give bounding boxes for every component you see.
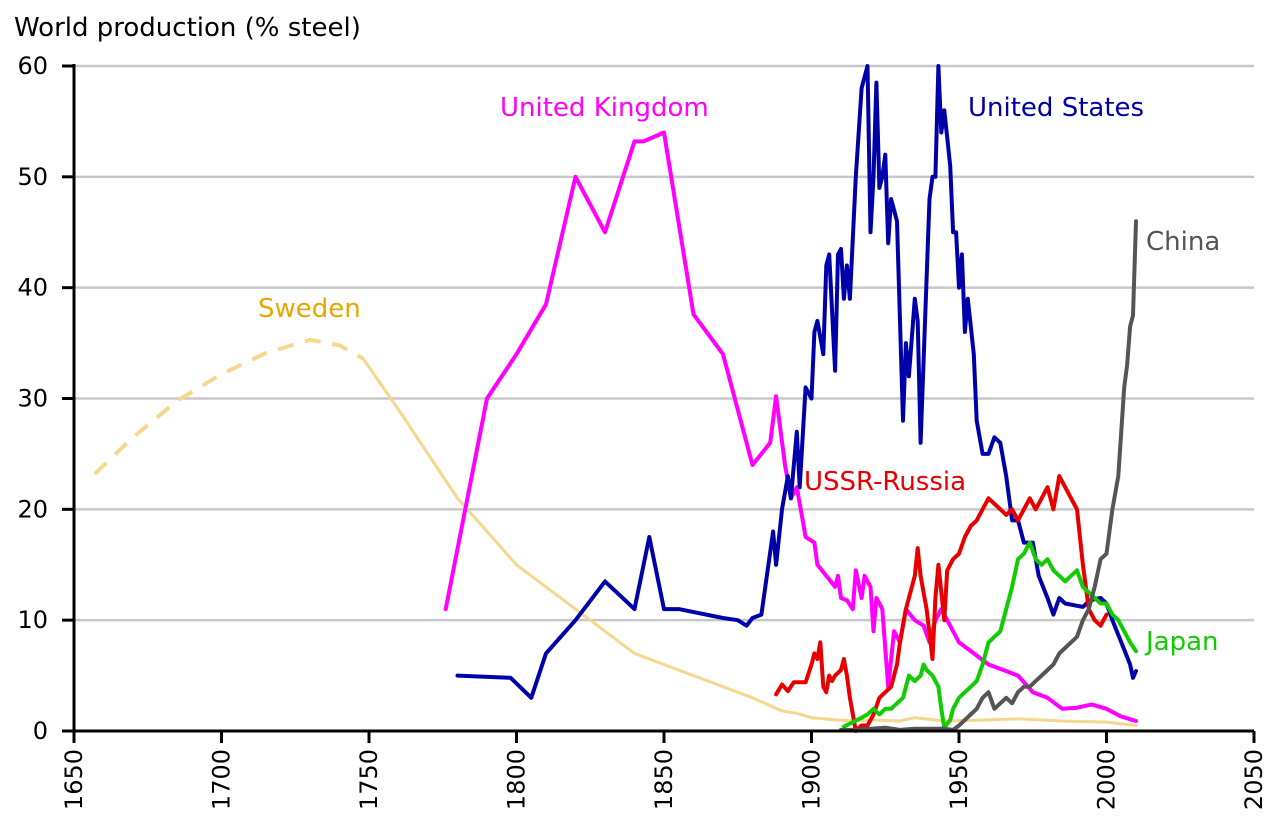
series-labels: Sweden United Kingdom United States USSR-Ru… bbox=[258, 93, 1220, 657]
series-line-china bbox=[839, 219, 1138, 732]
y-tick-label-50: 50 bbox=[17, 163, 48, 191]
x-tick-label-2050: 2050 bbox=[1240, 749, 1268, 810]
y-tick-label-60: 60 bbox=[17, 52, 48, 80]
series-sweden bbox=[93, 337, 1138, 727]
y-axis-title: World production (% steel) bbox=[14, 13, 361, 43]
series-united-states bbox=[455, 64, 1138, 700]
series-label-sweden: Sweden bbox=[258, 294, 361, 324]
y-tick-label-40: 40 bbox=[17, 274, 48, 302]
series-china bbox=[839, 219, 1138, 732]
x-tick-label-2000: 2000 bbox=[1093, 749, 1121, 810]
y-tick-label-30: 30 bbox=[17, 385, 48, 413]
series-layer bbox=[93, 64, 1138, 733]
x-tick-label-1700: 1700 bbox=[208, 749, 236, 810]
series-ussr-russia bbox=[774, 474, 1109, 733]
y-tick-label-20: 20 bbox=[17, 495, 48, 523]
series-line-united-kingdom bbox=[443, 130, 1138, 723]
gridlines bbox=[74, 64, 1254, 622]
x-tick-label-1750: 1750 bbox=[355, 749, 383, 810]
series-label-ussr-russia: USSR-Russia bbox=[804, 467, 966, 497]
series-united-kingdom bbox=[443, 130, 1138, 723]
series-japan bbox=[841, 540, 1138, 730]
x-tick-label-1650: 1650 bbox=[60, 749, 88, 810]
series-line-sweden bbox=[361, 357, 1138, 727]
series-label-china: China bbox=[1146, 227, 1220, 257]
series-line-japan bbox=[841, 540, 1138, 730]
series-line-ussr-russia bbox=[774, 474, 1109, 733]
series-label-japan: Japan bbox=[1144, 627, 1219, 657]
x-tick-label-1800: 1800 bbox=[503, 749, 531, 810]
series-label-united-states: United States bbox=[968, 93, 1144, 123]
series-line-united-states bbox=[455, 64, 1138, 700]
y-tick-label-10: 10 bbox=[17, 606, 48, 634]
y-tick-label-0: 0 bbox=[33, 717, 48, 745]
x-tick-label-1950: 1950 bbox=[945, 749, 973, 810]
axes: 0 10 20 30 40 50 60 1650 1700 1750 1800 1850 1900 195… bbox=[17, 52, 1268, 810]
series-label-united-kingdom: United Kingdom bbox=[500, 93, 709, 123]
x-tick-label-1900: 1900 bbox=[798, 749, 826, 810]
x-tick-label-1850: 1850 bbox=[650, 749, 678, 810]
series-line-sweden-estimated bbox=[93, 337, 365, 476]
